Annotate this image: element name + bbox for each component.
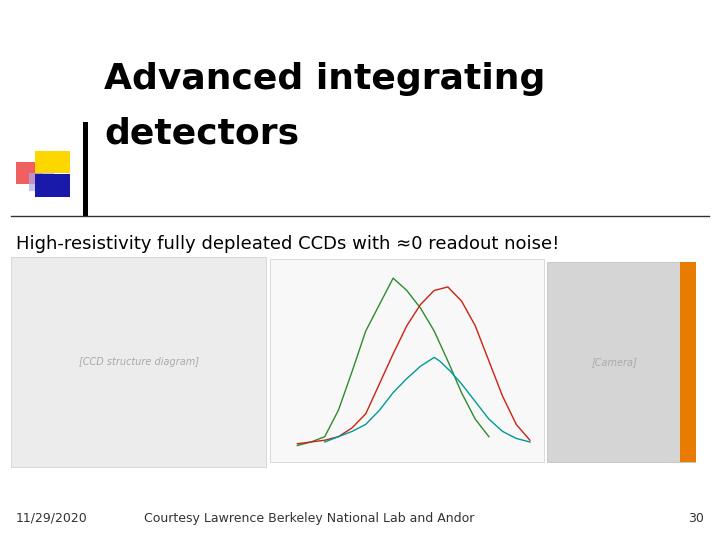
Text: Advanced integrating: Advanced integrating bbox=[104, 62, 546, 96]
Bar bbox=[270, 259, 544, 462]
Text: detectors: detectors bbox=[104, 116, 300, 150]
Text: 30: 30 bbox=[688, 512, 704, 525]
Text: Courtesy Lawrence Berkeley National Lab and Andor: Courtesy Lawrence Berkeley National Lab … bbox=[144, 512, 474, 525]
Bar bbox=[16, 162, 43, 184]
Bar bbox=[35, 151, 70, 173]
Bar bbox=[11, 256, 266, 467]
Text: [CCD structure diagram]: [CCD structure diagram] bbox=[79, 357, 199, 367]
Bar bbox=[35, 174, 70, 197]
Bar bbox=[680, 262, 696, 462]
Bar bbox=[547, 262, 695, 462]
Bar bbox=[83, 122, 88, 216]
Text: [Camera]: [Camera] bbox=[591, 357, 637, 367]
Text: 11/29/2020: 11/29/2020 bbox=[16, 512, 88, 525]
Text: High-resistivity fully depleated CCDs with ≈0 readout noise!: High-resistivity fully depleated CCDs wi… bbox=[16, 235, 559, 253]
Bar bbox=[30, 173, 53, 191]
